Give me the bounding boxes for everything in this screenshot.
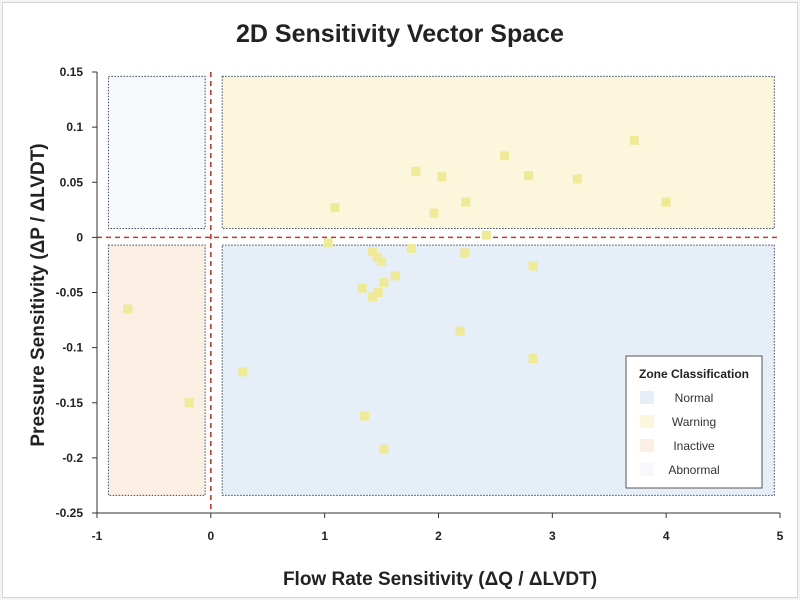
y-axis-label: Pressure Sensitivity (ΔP / ΔLVDT)	[28, 143, 49, 446]
legend-title: Zone Classification	[639, 367, 749, 381]
y-tick-label: -0.15	[56, 396, 84, 410]
x-tick-label: 4	[663, 529, 670, 543]
legend-swatch	[640, 415, 654, 428]
data-point	[455, 326, 465, 336]
data-point	[123, 304, 133, 314]
data-point	[367, 292, 377, 302]
data-point	[572, 174, 582, 184]
y-tick-label: 0.1	[66, 120, 83, 134]
axes: -1 0 1 2 3 4 5 0.15 0.1 0.05 0 -0.05 -0.1 -0.15 -0.2 -0…	[56, 65, 784, 543]
y-tick-label: 0	[76, 230, 83, 244]
data-point	[360, 411, 370, 421]
data-points	[123, 135, 671, 454]
x-tick-label: 2	[435, 529, 442, 543]
data-point	[390, 271, 400, 281]
data-point	[367, 247, 377, 257]
y-tick-label: 0.05	[60, 175, 84, 189]
x-tick-label: 0	[207, 529, 214, 543]
x-tick-label: 3	[549, 529, 556, 543]
data-point	[379, 444, 389, 454]
legend-swatch	[640, 463, 654, 476]
x-tick-label: -1	[92, 529, 103, 543]
data-point	[377, 257, 387, 267]
data-point	[406, 243, 416, 253]
legend-entries: Normal Warning Inactive Abnormal	[640, 391, 720, 477]
data-point	[437, 172, 447, 182]
legend-entry: Normal	[675, 391, 714, 405]
data-point	[629, 135, 639, 145]
data-point	[461, 197, 471, 207]
zone-inactive	[107, 244, 206, 496]
data-point	[372, 252, 382, 262]
legend-entry: Warning	[672, 415, 716, 429]
data-point	[357, 283, 367, 293]
data-point	[379, 278, 389, 288]
x-tick-label: 1	[321, 529, 328, 543]
reference-lines	[97, 72, 780, 513]
legend: Zone Classification Normal Warning Inactiv…	[625, 355, 763, 489]
data-point	[323, 238, 333, 248]
zone-warning	[221, 75, 775, 230]
y-tick-label: -0.1	[62, 341, 83, 355]
chart-title: 2D Sensitivity Vector Space	[236, 20, 564, 48]
legend-swatch	[640, 439, 654, 452]
data-point	[528, 261, 538, 271]
data-point	[523, 171, 533, 181]
legend-entry: Inactive	[673, 439, 715, 453]
legend-swatch	[640, 391, 654, 404]
x-axis-label: Flow Rate Sensitivity (ΔQ / ΔLVDT)	[283, 569, 597, 590]
data-point	[238, 367, 248, 377]
zone-abnormal	[107, 75, 206, 230]
data-point	[460, 248, 470, 258]
y-tick-label: 0.15	[60, 65, 84, 79]
data-point	[429, 208, 439, 218]
data-point	[184, 398, 194, 408]
y-tick-label: -0.2	[62, 451, 83, 465]
zones-layer	[107, 75, 775, 496]
data-point	[411, 166, 421, 176]
data-point	[528, 354, 538, 364]
data-point	[373, 288, 383, 297]
x-tick-label: 5	[777, 529, 784, 543]
data-point	[661, 197, 671, 207]
data-point	[481, 230, 491, 240]
y-tick-label: -0.05	[56, 286, 84, 300]
data-point	[330, 203, 340, 213]
data-point	[500, 151, 510, 161]
legend-entry: Abnormal	[668, 463, 719, 477]
y-tick-label: -0.25	[56, 506, 84, 520]
